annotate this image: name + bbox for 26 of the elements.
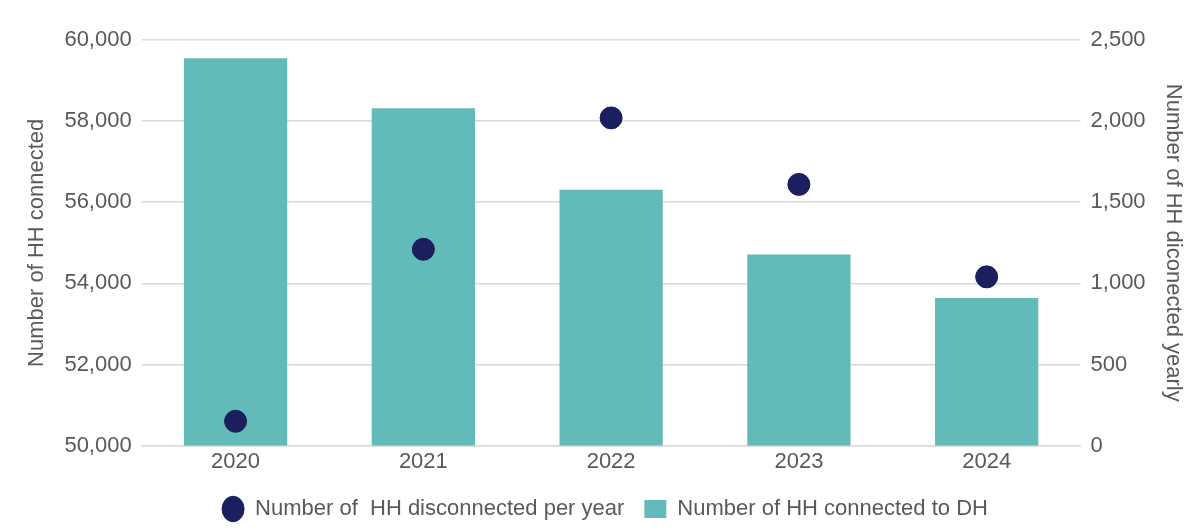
y2-tick-label: 1,500: [1090, 188, 1146, 214]
y2-tick-label: 2,000: [1090, 107, 1146, 133]
y-tick-label: 50,000: [64, 431, 132, 457]
legend-label: Number of HH connected to DH: [677, 495, 988, 521]
legend-label: Number of HH disconnected per year: [255, 495, 625, 521]
x-tick-label: 2024: [962, 447, 1012, 473]
y-tick-label: 58,000: [64, 107, 132, 133]
x-tick-label: 2022: [586, 447, 636, 473]
x-tick-label: 2023: [774, 447, 824, 473]
y-tick-label: 54,000: [64, 269, 132, 295]
point: [599, 106, 623, 130]
y2-tick-label: 1,000: [1090, 269, 1146, 295]
y2-tick-label: 0: [1090, 431, 1103, 457]
point: [224, 409, 248, 433]
y2-tick-label: 2,500: [1090, 26, 1146, 52]
point: [411, 237, 435, 261]
y-tick-label: 52,000: [64, 350, 132, 376]
x-tick-label: 2021: [398, 447, 448, 473]
x-tick-label: 2020: [211, 447, 261, 473]
point: [787, 172, 811, 196]
point: [975, 265, 999, 289]
y2-tick-label: 500: [1090, 350, 1128, 376]
y-tick-label: 60,000: [64, 26, 132, 52]
y-axis-title: Number of HH connected: [23, 118, 49, 367]
y-tick-label: 56,000: [64, 188, 132, 214]
y2-axis-title: Number of HH diconected yearly: [1161, 83, 1187, 402]
